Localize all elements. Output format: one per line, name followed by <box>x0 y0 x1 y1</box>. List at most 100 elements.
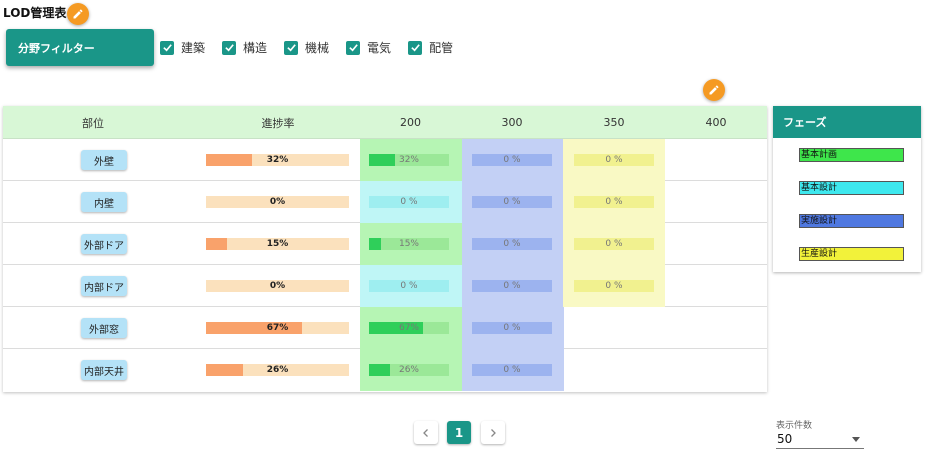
header-lod-400: 400 <box>705 116 727 129</box>
prev-page-button[interactable] <box>414 421 438 444</box>
table-row: 内部ドア 0% 0 % 0 % 0 % <box>3 265 767 307</box>
progress-bar: 32% <box>206 154 349 166</box>
filter-label: 配管 <box>429 41 454 55</box>
lod-bar: 0 % <box>574 238 654 250</box>
lod-bar: 0 % <box>574 154 654 166</box>
lod-bar: 0 % <box>472 280 552 292</box>
phase-item: 生産設計 <box>799 247 904 261</box>
phase-item: 基本計画 <box>799 148 904 162</box>
lod-label: 0 % <box>605 281 623 291</box>
part-chip[interactable]: 内部ドア <box>81 276 127 296</box>
table-header: 部位 進捗率 200 300 350 400 <box>3 106 767 139</box>
lod-bar: 0 % <box>369 196 449 208</box>
progress-bar: 67% <box>206 322 349 334</box>
filter-option[interactable]: 配管 <box>408 39 453 56</box>
lod-bar: 0 % <box>472 154 552 166</box>
filter-label: 機械 <box>305 41 330 55</box>
progress-label: 0% <box>269 197 286 207</box>
lod-fill <box>369 364 390 376</box>
filter-label: 構造 <box>243 41 268 55</box>
lod-fill <box>369 238 381 250</box>
phase-legend-title: フェーズ <box>773 106 921 138</box>
page-size-value: 50 <box>777 432 793 446</box>
check-icon <box>410 44 420 52</box>
pencil-icon <box>73 9 83 19</box>
chevron-left-icon <box>423 428 428 437</box>
lod-bar: 0 % <box>574 196 654 208</box>
lod-bar: 32% <box>369 154 449 166</box>
progress-fill <box>206 364 244 376</box>
progress-label: 0% <box>269 281 286 291</box>
check-icon <box>286 44 296 52</box>
next-page-button[interactable] <box>481 421 505 444</box>
field-filter-checkboxes: 建築 構造 機械 電気 配管 <box>160 39 470 56</box>
filter-label: 建築 <box>181 41 206 55</box>
check-icon <box>348 44 358 52</box>
field-filter-button[interactable]: 分野フィルター <box>6 29 154 66</box>
checkbox[interactable] <box>284 40 299 55</box>
filter-option[interactable]: 構造 <box>222 39 267 56</box>
page-1-button[interactable]: 1 <box>447 421 471 444</box>
filter-option[interactable]: 建築 <box>160 39 205 56</box>
table-row: 外壁 32% 32% 0 % 0 % <box>3 139 767 181</box>
lod-label: 67% <box>398 323 419 333</box>
progress-fill <box>206 238 228 250</box>
table-row: 内部天井 26% 26% 0 % <box>3 349 767 391</box>
lod-bar: 67% <box>369 322 449 334</box>
lod-label: 0 % <box>503 323 521 333</box>
lod-label: 0 % <box>605 239 623 249</box>
caret-down-icon <box>852 437 860 442</box>
lod-bar: 0 % <box>472 364 552 376</box>
lod-table: 部位 進捗率 200 300 350 400 外壁 32% 32% 0 % 0 % 内壁 0… <box>3 106 767 392</box>
progress-bar: 0% <box>206 280 349 292</box>
header-progress: 進捗率 <box>261 116 295 130</box>
header-lod-200: 200 <box>400 116 421 129</box>
lod-bar: 26% <box>369 364 449 376</box>
page-size-label: 表示件数 <box>776 421 813 431</box>
checkbox[interactable] <box>346 40 361 55</box>
page-title: LOD管理表 <box>3 6 67 20</box>
lod-label: 0 % <box>503 239 521 249</box>
checkbox[interactable] <box>160 40 174 55</box>
part-chip[interactable]: 外壁 <box>81 150 127 170</box>
checkbox[interactable] <box>222 40 237 55</box>
progress-fill <box>206 322 302 334</box>
lod-label: 0 % <box>605 155 623 165</box>
page-size-select[interactable]: 50 <box>776 430 864 449</box>
lod-bar: 0 % <box>574 280 654 292</box>
filter-option[interactable]: 電気 <box>346 39 391 56</box>
part-chip[interactable]: 外部ドア <box>81 234 127 254</box>
lod-bar: 15% <box>369 238 449 250</box>
lod-bar: 0 % <box>472 322 552 334</box>
lod-label: 0 % <box>400 197 418 207</box>
lod-label: 0 % <box>605 197 623 207</box>
check-icon <box>162 44 172 52</box>
header-lod-300: 300 <box>501 116 523 129</box>
part-chip[interactable]: 外部窓 <box>81 318 127 338</box>
progress-label: 67% <box>266 323 289 333</box>
filter-option[interactable]: 機械 <box>284 39 329 56</box>
chevron-right-icon <box>491 428 496 437</box>
lod-label: 0 % <box>400 281 418 291</box>
lod-bar: 0 % <box>369 280 449 292</box>
lod-label: 15% <box>398 239 419 249</box>
lod-fill <box>369 154 395 166</box>
lod-fill <box>369 322 423 334</box>
phase-item: 実施設計 <box>799 214 904 228</box>
part-chip[interactable]: 内壁 <box>81 192 127 212</box>
progress-bar: 26% <box>206 364 349 376</box>
lod-label: 0 % <box>503 197 521 207</box>
edit-title-button[interactable] <box>67 3 89 25</box>
lod-bar: 0 % <box>472 196 552 208</box>
progress-fill <box>206 154 252 166</box>
checkbox[interactable] <box>408 40 423 55</box>
edit-table-button[interactable] <box>703 79 725 101</box>
header-lod-350: 350 <box>603 116 625 129</box>
progress-bar: 0% <box>206 196 349 208</box>
part-chip[interactable]: 内部天井 <box>81 360 127 380</box>
lod-label: 0 % <box>503 365 521 375</box>
lod-label: 32% <box>398 155 419 165</box>
lod-label: 26% <box>398 365 419 375</box>
progress-label: 26% <box>266 365 289 375</box>
pencil-icon <box>709 85 719 95</box>
